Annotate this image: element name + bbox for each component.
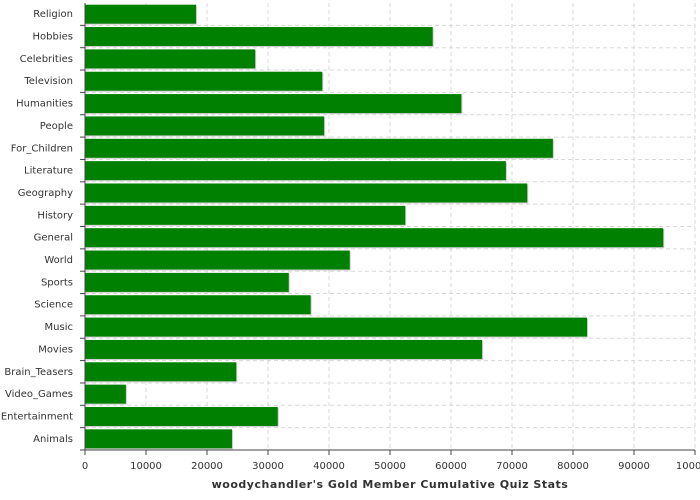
y-tick-label: Music (45, 322, 73, 333)
bar (85, 27, 433, 47)
bar (85, 250, 350, 270)
y-tick-label: Science (34, 300, 73, 311)
y-tick-label: World (44, 255, 73, 266)
bar (85, 71, 323, 91)
bar (85, 228, 664, 248)
bar (85, 4, 197, 24)
x-tick-label: 20000 (191, 461, 223, 472)
x-tick-label: 70000 (496, 461, 528, 472)
y-tick-label: Hobbies (33, 32, 73, 43)
x-tick-label: 0 (82, 461, 88, 472)
bar (85, 362, 237, 382)
y-tick-label: Television (23, 76, 73, 87)
bar (85, 161, 506, 181)
bar (85, 183, 528, 203)
bar (85, 295, 311, 315)
x-tick-label: 50000 (374, 461, 406, 472)
y-tick-label: Religion (33, 9, 73, 20)
y-tick-label: Literature (24, 166, 73, 177)
x-tick-label: 40000 (313, 461, 345, 472)
bar (85, 317, 588, 337)
y-tick-label: General (34, 233, 73, 244)
y-tick-label: Movies (38, 344, 73, 355)
bar (85, 339, 483, 359)
bar (85, 94, 462, 114)
x-tick-label: 30000 (252, 461, 284, 472)
bar (85, 205, 406, 225)
bar (85, 49, 256, 69)
y-tick-label: Video_Games (5, 389, 73, 400)
bar (85, 429, 233, 449)
y-tick-label: Brain_Teasers (4, 367, 73, 378)
x-tick-label: 90000 (618, 461, 650, 472)
chart-title: woodychandler's Gold Member Cumulative Q… (212, 478, 569, 491)
y-tick-label: Sports (41, 277, 73, 288)
bar (85, 384, 126, 404)
bar (85, 272, 289, 292)
y-tick-label: History (37, 210, 73, 221)
x-tick-label: 100000 (676, 461, 700, 472)
x-tick-label: 10000 (130, 461, 162, 472)
y-tick-label: Humanities (16, 99, 73, 110)
y-tick-label: People (40, 121, 73, 132)
y-tick-label: Animals (33, 434, 73, 445)
y-tick-label: Celebrities (20, 54, 73, 65)
y-tick-label: Geography (18, 188, 73, 199)
bar (85, 138, 553, 158)
y-tick-label: For_Children (11, 143, 73, 154)
y-tick-label: Entertainment (1, 411, 73, 422)
bar (85, 406, 278, 426)
x-tick-label: 80000 (557, 461, 589, 472)
bar (85, 116, 325, 136)
x-tick-label: 60000 (435, 461, 467, 472)
